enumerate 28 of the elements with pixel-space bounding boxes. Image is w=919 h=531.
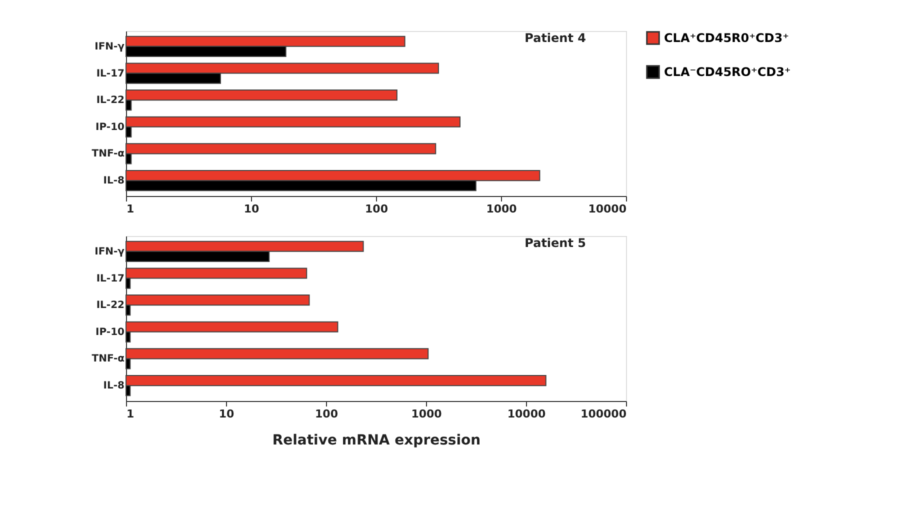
x-tick-label: 100000 bbox=[580, 408, 627, 420]
x-tick-label: 1000 bbox=[411, 408, 442, 420]
legend-label: CLA⁻CD45RO⁺CD3⁺ bbox=[664, 65, 791, 79]
x-tick-label: 10000 bbox=[588, 202, 627, 216]
x-axis-title: Relative mRNA expression bbox=[272, 432, 481, 448]
x-tick-label: 10 bbox=[244, 202, 260, 216]
y-tick-label: TNF-α bbox=[92, 354, 125, 365]
y-tick-label: IL-22 bbox=[96, 300, 125, 312]
annotation: Patient 4 bbox=[524, 31, 586, 45]
y-tick-label: IFN-γ bbox=[94, 41, 125, 52]
y-tick-label: IL-17 bbox=[96, 68, 125, 80]
x-tick-label: 10000 bbox=[507, 408, 546, 420]
x-tick-label: 10 bbox=[218, 408, 234, 420]
y-tick-label: IL-22 bbox=[96, 95, 125, 106]
y-tick-label: IL-8 bbox=[103, 176, 125, 187]
y-tick-label: IP-10 bbox=[96, 326, 125, 338]
x-tick-label: 1 bbox=[126, 408, 134, 420]
y-tick-label: IL-8 bbox=[103, 380, 125, 392]
y-tick-label: TNF-α bbox=[92, 148, 125, 160]
x-tick-label: 100 bbox=[315, 408, 338, 420]
x-tick-label: 100 bbox=[365, 202, 388, 216]
y-tick-label: IFN-γ bbox=[94, 246, 125, 258]
y-tick-label: IP-10 bbox=[96, 122, 125, 133]
x-tick-label: 1 bbox=[126, 202, 134, 216]
x-tick-label: 1000 bbox=[486, 202, 518, 216]
annotation: Patient 5 bbox=[524, 236, 586, 250]
legend-label: CLA⁺CD45R0⁺CD3⁺ bbox=[664, 31, 789, 45]
y-tick-label: IL-17 bbox=[96, 273, 125, 284]
